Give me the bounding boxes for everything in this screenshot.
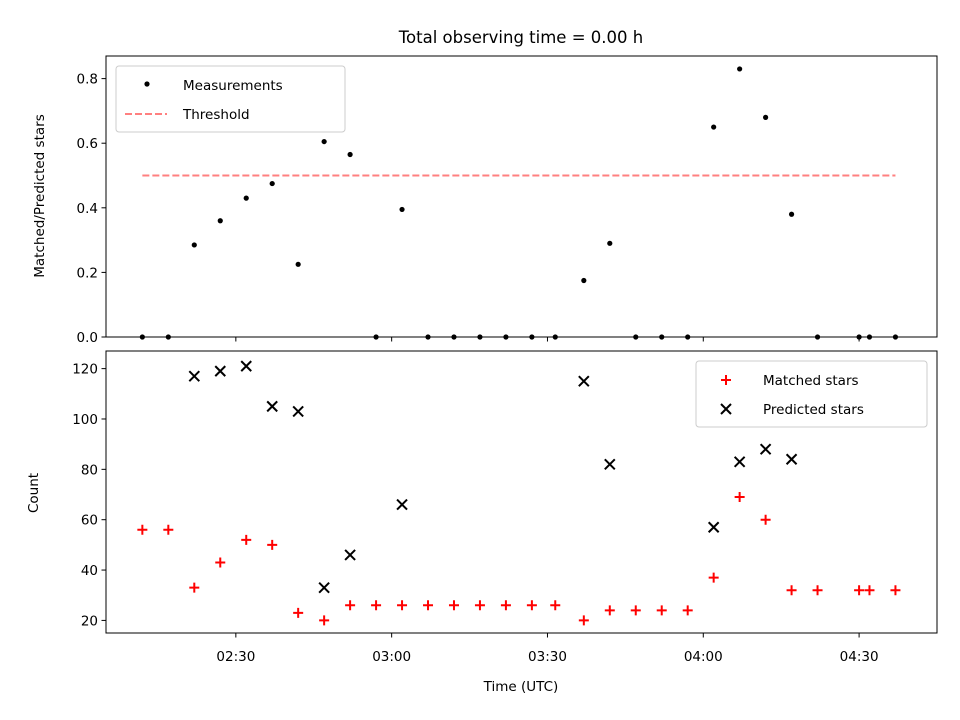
- legend-label-predicted: Predicted stars: [763, 402, 864, 418]
- measurement-point: [347, 151, 353, 158]
- predicted-star-point: [785, 453, 798, 465]
- predicted-star-point: [396, 498, 408, 511]
- predicted-star-point: [214, 365, 226, 377]
- predicted-star-point: [707, 521, 720, 533]
- matched-star-point: [854, 585, 865, 596]
- legend-label-matched: Matched stars: [763, 373, 859, 389]
- ratio-axes: 0.0 0.2 0.4 0.6 0.8: [77, 55, 938, 346]
- x-axis-label: Time (UTC): [483, 679, 559, 695]
- ratio-y-tick-label: 0.2: [77, 265, 98, 281]
- y-axis-label-count: Count: [26, 473, 42, 513]
- matched-star-point: [526, 600, 537, 611]
- matched-star-point: [163, 524, 174, 535]
- count-y-tick-label: 20: [81, 613, 98, 629]
- measurement-point: [607, 240, 613, 246]
- count-y-tick-label: 60: [81, 513, 98, 529]
- matched-star-point: [397, 600, 408, 611]
- count-y-tick-label: 40: [81, 563, 98, 579]
- count-marks: [137, 360, 901, 626]
- matched-star-point: [215, 557, 226, 568]
- matched-star-point: [241, 534, 252, 545]
- matched-star-point: [319, 615, 330, 626]
- count-frame: [105, 350, 938, 634]
- matched-star-point: [474, 600, 485, 611]
- ratio-legend-box: [115, 65, 346, 133]
- matched-star-point: [864, 585, 875, 596]
- count-x-tick-label: 03:30: [528, 649, 567, 665]
- matched-star-point: [137, 524, 148, 535]
- legend-label-threshold: Threshold: [182, 107, 250, 123]
- count-x-tick-label: 04:30: [840, 649, 879, 665]
- count-y-tick-label: 80: [81, 462, 98, 478]
- measurement-point: [581, 277, 587, 284]
- legend-marker-matched: [721, 375, 731, 385]
- predicted-star-point: [240, 360, 252, 372]
- y-axis-label-ratio: Matched/Predicted stars: [32, 114, 48, 277]
- matched-star-point: [345, 600, 356, 611]
- matched-star-point: [423, 600, 434, 611]
- chart-title: Total observing time = 0.00 h: [398, 28, 643, 47]
- matched-star-point: [734, 492, 745, 503]
- matched-star-point: [189, 582, 200, 593]
- matched-star-point: [630, 605, 641, 616]
- predicted-star-point: [318, 581, 330, 594]
- count-x-tick-label: 03:00: [372, 649, 411, 665]
- measurement-point: [788, 211, 795, 217]
- measurement-point: [763, 114, 769, 120]
- predicted-star-point: [578, 375, 590, 387]
- legend-label-measurements: Measurements: [183, 78, 283, 94]
- matched-star-point: [786, 585, 797, 596]
- matched-star-point: [500, 600, 511, 611]
- measurement-point: [399, 206, 405, 213]
- ratio-panel: 0.0 0.2 0.4 0.6 0.8 Measurements Threshold: [77, 55, 938, 346]
- predicted-star-point: [604, 458, 616, 471]
- matched-star-point: [604, 605, 615, 616]
- count-y-tick-label: 100: [72, 412, 98, 428]
- matched-star-point: [550, 600, 561, 611]
- matched-star-point: [682, 605, 693, 616]
- measurement-point: [243, 195, 249, 201]
- ratio-frame: [105, 55, 938, 338]
- predicted-star-point: [292, 405, 304, 418]
- matched-star-point: [448, 600, 459, 611]
- matched-star-point: [267, 539, 278, 550]
- matched-star-point: [760, 514, 771, 525]
- count-x-tick-label: 02:30: [216, 649, 255, 665]
- predicted-star-point: [733, 456, 746, 468]
- measurement-point: [191, 242, 197, 248]
- matched-star-point: [371, 600, 382, 611]
- measurement-point: [269, 180, 275, 187]
- count-legend-box: [695, 360, 928, 428]
- ratio-y-tick-label: 0.8: [77, 72, 98, 88]
- predicted-star-point: [344, 549, 356, 561]
- matched-star-point: [708, 572, 719, 583]
- measurement-point: [217, 218, 223, 224]
- matched-star-point: [293, 607, 304, 618]
- matched-star-point: [656, 605, 667, 616]
- ratio-legend: Measurements Threshold: [115, 65, 346, 133]
- measurement-point: [737, 66, 743, 72]
- measurement-point: [295, 261, 301, 267]
- ratio-y-tick-label: 0.6: [77, 136, 98, 152]
- legend-marker-measurements: [144, 81, 150, 87]
- measurement-point: [711, 124, 717, 130]
- predicted-star-point: [188, 370, 201, 382]
- legend-marker-predicted: [720, 403, 732, 415]
- count-axes: 20 40 60 80 100 120 02:30 03:00 03:30 04:00 04:30: [72, 350, 938, 665]
- count-y-tick-label: 120: [72, 362, 98, 378]
- predicted-star-point: [759, 443, 772, 455]
- count-x-tick-label: 04:00: [684, 649, 723, 665]
- matched-star-point: [812, 585, 823, 596]
- predicted-star-point: [266, 400, 278, 413]
- matched-star-point: [578, 615, 589, 626]
- ratio-y-tick-label: 0.4: [77, 201, 98, 217]
- matched-star-point: [890, 585, 901, 596]
- count-legend: Matched stars Predicted stars: [695, 360, 928, 428]
- ratio-y-tick-label: 0.0: [77, 330, 98, 346]
- measurement-point: [321, 138, 327, 145]
